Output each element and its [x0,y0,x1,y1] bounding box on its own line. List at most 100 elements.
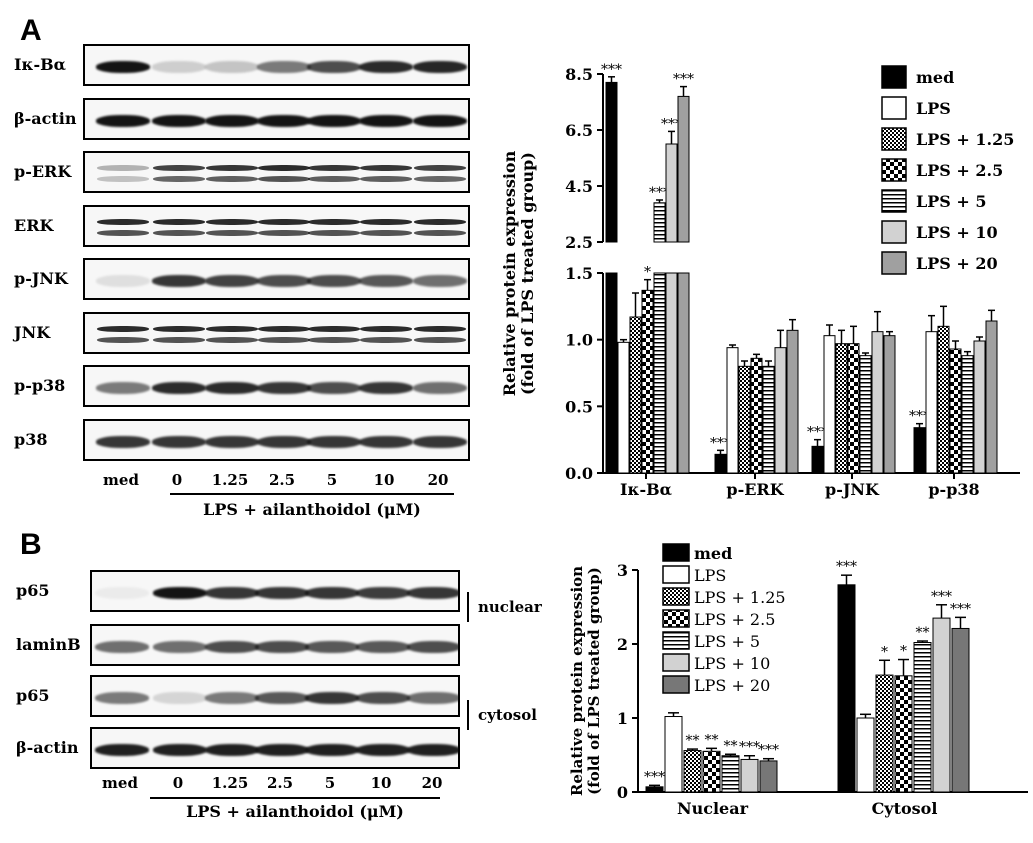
blot-strip [90,675,460,717]
blot-band [257,61,311,73]
bar [683,750,702,793]
legend-swatch [881,65,907,89]
legend-swatch [662,543,690,562]
bar [605,81,618,243]
blot-band [95,692,149,704]
lane-label: 2.5 [266,774,294,792]
y-tick-label: 3 [617,561,628,580]
blot-band [97,326,149,332]
bar [823,335,836,474]
legend-label: med [694,544,732,563]
blot-band [413,275,467,287]
blot-band [359,61,413,73]
significance-label: ** [705,732,719,748]
bar [811,445,824,474]
blot-band [407,641,458,653]
blot-band [308,219,360,225]
x-tick-label: Iκ-Bα [620,480,672,499]
bar [738,365,751,474]
bar [875,674,894,793]
lane-label: med [102,774,138,792]
blot-label: β-actin [16,738,79,757]
blot-band [305,692,359,704]
blot-band [407,587,458,599]
bar [925,331,938,474]
blot-band [97,219,149,225]
blot-band [258,326,310,332]
y-tick-label: 0.0 [565,464,593,483]
blot-band [305,587,359,599]
blot-band [205,692,259,704]
blot-strip [83,312,470,354]
bar [677,272,690,474]
blot-band [414,176,466,182]
blot-band [359,115,413,127]
lane-label: 2.5 [268,471,296,489]
blot-band [206,337,258,343]
blot-strip [83,44,470,86]
bar [774,347,787,474]
blot-band [307,115,361,127]
cytosol-label: cytosol [478,706,537,724]
blot-band [153,744,207,756]
blot-band [206,165,258,171]
panel-b-letter: B [20,528,42,561]
blot-band [359,382,413,394]
significance-label: *** [661,116,682,132]
bar [932,617,951,793]
blot-band [205,587,259,599]
blot-band [153,219,205,225]
legend-label: LPS [916,99,951,118]
legend-label: LPS + 20 [916,254,998,273]
legend-label: med [916,68,954,87]
significance-label: *** [758,743,779,759]
lane-label: 5 [326,471,338,489]
blot-band [152,382,206,394]
y-axis-label-line: Relative protein expression [568,566,586,796]
blot-band [96,115,150,127]
significance-label: *** [710,435,731,451]
lane-label: 20 [421,774,443,792]
blot-band [153,587,207,599]
blot-band [360,176,412,182]
blot-strip [83,419,470,461]
significance-label: * [900,644,907,660]
bar [894,675,913,793]
lane-label: 1.25 [211,774,249,792]
blot-band [153,641,207,653]
blot-band [206,176,258,182]
bar [837,584,856,793]
lane-label: 0 [172,774,184,792]
lane-label: 10 [373,471,395,489]
blot-band [407,744,458,756]
blot-band [307,61,361,73]
blot-band [359,436,413,448]
blot-band [414,230,466,236]
significance-label: *** [807,425,828,441]
bar [702,750,721,793]
blot-band [257,436,311,448]
y-tick-label: 1.0 [565,331,593,350]
legend-label: LPS + 10 [694,654,770,673]
blot-band [205,744,259,756]
blot-band [153,165,205,171]
bar [913,427,926,474]
blot-band [205,382,259,394]
legend-swatch [662,587,690,606]
bar [726,347,739,474]
blot-band [360,337,412,343]
legend-swatch [662,653,690,672]
significance-label: *** [931,589,952,605]
bar [605,272,618,474]
legend-label: LPS + 2.5 [916,161,1003,180]
blot-band [96,382,150,394]
blot-band [257,115,311,127]
blot-band [356,587,410,599]
blot-band [414,165,466,171]
blot-band [97,165,149,171]
legend-swatch [881,251,907,275]
blot-band [360,219,412,225]
blot-band [255,744,309,756]
bar [871,331,884,474]
legend-swatch [881,96,907,120]
